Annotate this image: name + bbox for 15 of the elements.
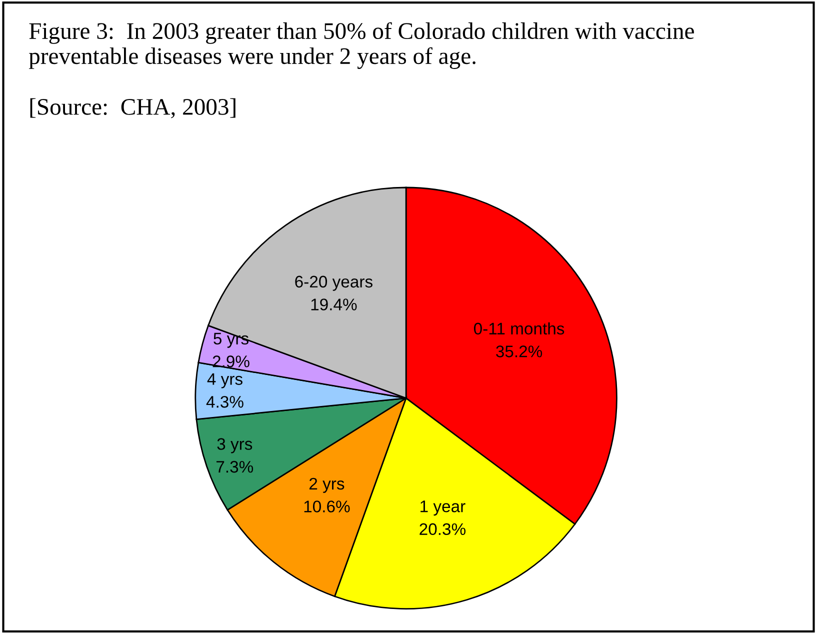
data-label: 35.2%: [496, 346, 542, 358]
slice-label: 0-11 months: [474, 322, 564, 335]
chart-title: Figure 3: In 2003 greater than 50% of Colorado children with vaccine preventable diseases were under 2 years of age.: [28, 22, 694, 69]
slice-label: 4 yrs: [207, 373, 242, 388]
data-label: 19.4%: [311, 298, 357, 310]
data-label: 10.6%: [304, 500, 350, 512]
text: [Source: CHA, 2003]: [30, 98, 236, 118]
data-label: 7.3%: [216, 460, 254, 473]
slice-label: 6-20 years: [295, 276, 372, 291]
slice-label: 1 year: [420, 500, 466, 516]
data-label: 2.9%: [212, 356, 250, 368]
data-label: 4.3%: [206, 396, 244, 408]
slice-label: 2 yrs: [309, 478, 344, 493]
slice-label: 3 yrs: [217, 438, 252, 454]
data-label: 20.3%: [420, 523, 466, 536]
